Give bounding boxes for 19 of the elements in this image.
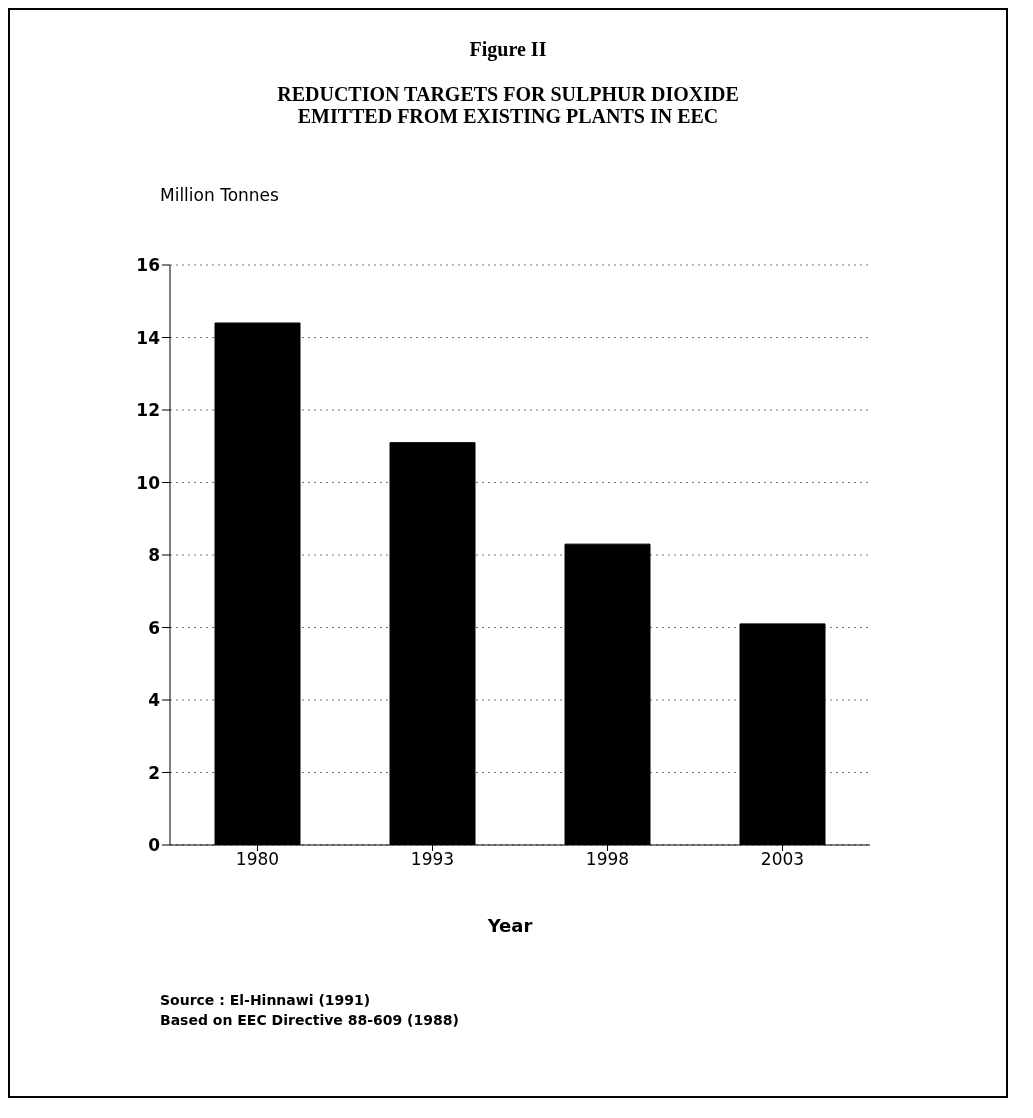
y-tick-label: 2 (148, 762, 160, 783)
text: Based on EEC Directive 88-609 (1988) (160, 1011, 459, 1030)
y-tick-label: 8 (148, 545, 160, 566)
x-axis-title: Year (486, 915, 534, 936)
y-tick-label: 10 (136, 472, 161, 493)
x-tick-label: 1993 (410, 849, 455, 870)
y-tick-label: 4 (148, 690, 161, 711)
y-tick-label: 0 (148, 835, 161, 856)
chart-title: Figure II (468, 38, 548, 61)
x-tick-label: 2003 (760, 849, 805, 870)
chart-subtitle: REDUCTION TARGETS FOR SULPHUR DIOXIDE EMITTED FROM EXISTING PLANTS IN EEC (276, 83, 740, 127)
y-tick-label: 6 (148, 617, 160, 638)
y-tick-label: 12 (136, 400, 160, 421)
y-axis-title: Million Tonnes (160, 185, 279, 205)
x-tick-label: 1980 (235, 849, 280, 870)
y-tick-label: 16 (136, 255, 160, 276)
x-tick-label: 1998 (585, 849, 630, 870)
y-tick-label: 14 (136, 327, 161, 348)
source-note: Source : El-Hinnawi (1991) (160, 991, 372, 1010)
